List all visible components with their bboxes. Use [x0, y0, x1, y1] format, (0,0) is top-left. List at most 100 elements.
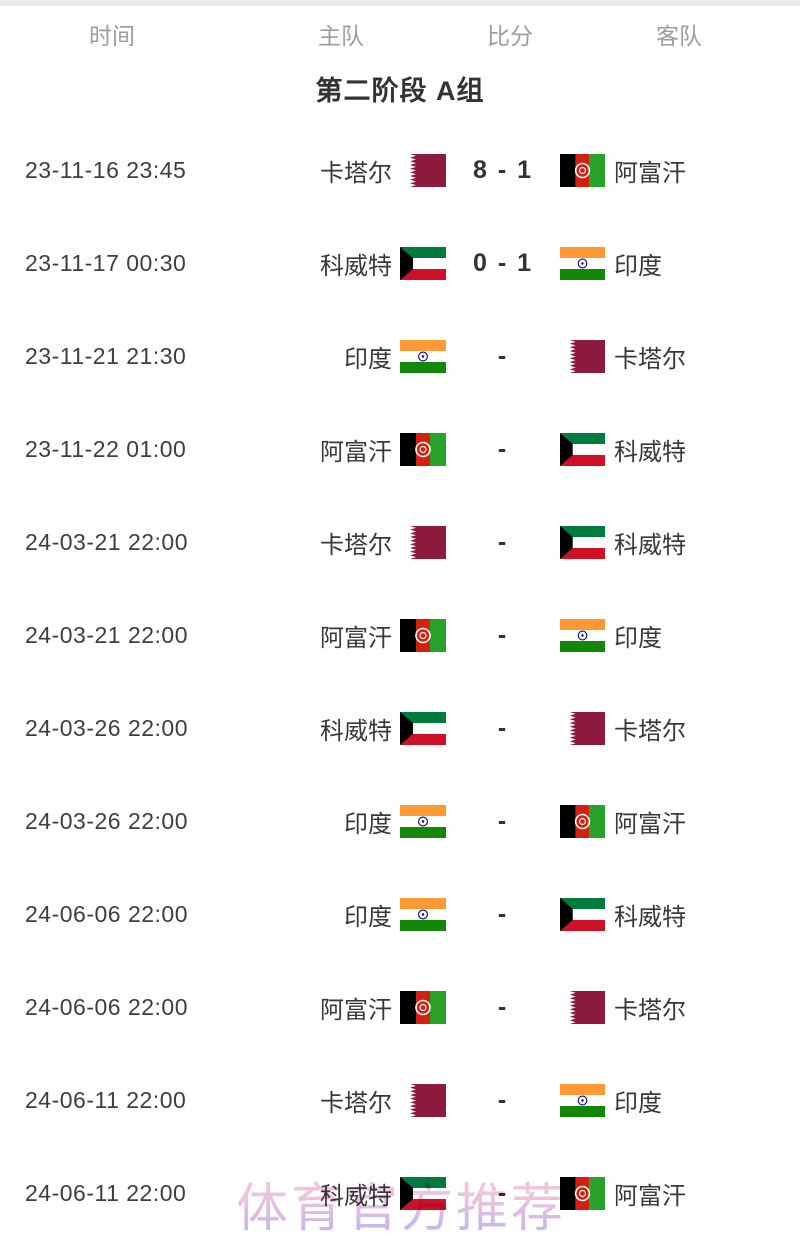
qatar-flag: [400, 1084, 446, 1117]
table-header: 时间 主队 比分 客队: [0, 6, 800, 62]
away-team-name: 印度: [614, 625, 662, 652]
india-flag: [400, 340, 446, 373]
home-team-name: 阿富汗: [320, 439, 392, 466]
home-team-name: 阿富汗: [320, 997, 392, 1024]
qatar-flag: [560, 712, 605, 745]
kuwait-flag: [400, 712, 446, 745]
match-score: -: [497, 714, 509, 742]
afghanistan-flag: [400, 619, 446, 652]
match-row[interactable]: 23-11-16 23:45 卡塔尔 8 - 1 阿富汗: [0, 124, 800, 217]
home-team-name: 卡塔尔: [320, 1090, 392, 1117]
afghanistan-flag: [400, 991, 446, 1024]
match-time: 23-11-22 01:00: [25, 436, 187, 462]
home-team-name: 卡塔尔: [320, 532, 392, 559]
away-team-name: 阿富汗: [614, 160, 686, 187]
away-team-name: 阿富汗: [614, 1183, 686, 1210]
match-row[interactable]: 24-03-21 22:00 阿富汗 - 印度: [0, 589, 800, 682]
afghanistan-flag: [400, 433, 446, 466]
match-row[interactable]: 24-06-11 22:00 卡塔尔 - 印度: [0, 1054, 800, 1147]
home-team-name: 科威特: [320, 718, 392, 745]
away-team-name: 科威特: [614, 532, 686, 559]
kuwait-flag: [400, 247, 446, 280]
india-flag: [400, 898, 446, 931]
qatar-flag: [400, 526, 446, 559]
match-time: 23-11-16 23:45: [25, 157, 187, 183]
india-flag: [560, 247, 605, 280]
match-time: 24-06-06 22:00: [25, 994, 189, 1020]
india-flag: [400, 340, 446, 373]
match-time: 24-03-21 22:00: [25, 622, 189, 648]
match-score: 8 - 1: [472, 156, 534, 184]
qatar-flag: [400, 154, 446, 187]
qatar-flag: [560, 991, 605, 1024]
away-team-name: 印度: [614, 1090, 662, 1117]
match-score: -: [497, 900, 509, 928]
match-time: 23-11-17 00:30: [25, 250, 187, 276]
afghanistan-flag: [400, 433, 446, 466]
match-row[interactable]: 23-11-17 00:30 科威特 0 - 1 印度: [0, 217, 800, 310]
match-row[interactable]: 23-11-21 21:30 印度 - 卡塔尔: [0, 310, 800, 403]
match-time: 23-11-21 21:30: [25, 343, 187, 369]
column-header-home: 主队: [318, 23, 364, 49]
afghanistan-flag: [400, 991, 446, 1024]
match-score: -: [497, 1179, 509, 1207]
away-team-name: 卡塔尔: [614, 997, 686, 1024]
home-team-name: 科威特: [320, 1183, 392, 1210]
match-row[interactable]: 24-03-26 22:00 科威特 - 卡塔尔: [0, 682, 800, 775]
india-flag: [560, 619, 605, 652]
match-time: 24-03-26 22:00: [25, 715, 189, 741]
home-team-name: 阿富汗: [320, 625, 392, 652]
match-score: -: [497, 528, 509, 556]
column-header-score: 比分: [487, 23, 533, 49]
kuwait-flag: [560, 433, 605, 466]
afghanistan-flag: [560, 805, 605, 838]
kuwait-flag: [560, 898, 605, 931]
match-row[interactable]: 24-06-06 22:00 印度 - 科威特: [0, 868, 800, 961]
afghanistan-flag: [560, 1177, 605, 1210]
match-row[interactable]: 24-06-06 22:00 阿富汗 - 卡塔尔: [0, 961, 800, 1054]
afghanistan-flag: [560, 154, 605, 187]
column-header-away: 客队: [656, 23, 702, 49]
away-team-name: 阿富汗: [614, 811, 686, 838]
away-team-name: 科威特: [614, 904, 686, 931]
match-time: 24-06-06 22:00: [25, 901, 189, 927]
match-time: 24-06-11 22:00: [25, 1087, 187, 1113]
away-team-name: 印度: [614, 253, 662, 280]
kuwait-flag: [400, 1177, 446, 1210]
india-flag: [400, 898, 446, 931]
match-row[interactable]: 24-06-11 22:00 科威特 - 阿富汗: [0, 1147, 800, 1233]
home-team-name: 科威特: [320, 253, 392, 280]
home-team-name: 印度: [344, 904, 392, 931]
afghanistan-flag: [560, 154, 605, 187]
kuwait-flag: [560, 898, 605, 931]
away-team-name: 卡塔尔: [614, 346, 686, 373]
afghanistan-flag: [560, 805, 605, 838]
qatar-flag: [400, 1084, 446, 1117]
column-header-time: 时间: [89, 23, 135, 49]
match-score: -: [497, 807, 509, 835]
match-score: -: [497, 342, 509, 370]
section-title: 第二阶段 A组: [315, 76, 485, 106]
kuwait-flag: [400, 1177, 446, 1210]
afghanistan-flag: [400, 619, 446, 652]
home-team-name: 卡塔尔: [320, 160, 392, 187]
match-score: -: [497, 993, 509, 1021]
india-flag: [560, 1084, 605, 1117]
away-team-name: 科威特: [614, 439, 686, 466]
match-score: -: [497, 435, 509, 463]
india-flag: [560, 619, 605, 652]
match-score: -: [497, 1086, 509, 1114]
kuwait-flag: [560, 526, 605, 559]
match-time: 24-03-21 22:00: [25, 529, 189, 555]
kuwait-flag: [560, 433, 605, 466]
match-row[interactable]: 24-03-26 22:00 印度 - 阿富汗: [0, 775, 800, 868]
afghanistan-flag: [560, 1177, 605, 1210]
home-team-name: 印度: [344, 811, 392, 838]
match-row[interactable]: 23-11-22 01:00 阿富汗 - 科威特: [0, 403, 800, 496]
india-flag: [560, 247, 605, 280]
kuwait-flag: [560, 526, 605, 559]
india-flag: [400, 805, 446, 838]
kuwait-flag: [400, 712, 446, 745]
match-row[interactable]: 24-03-21 22:00 卡塔尔 - 科威特: [0, 496, 800, 589]
